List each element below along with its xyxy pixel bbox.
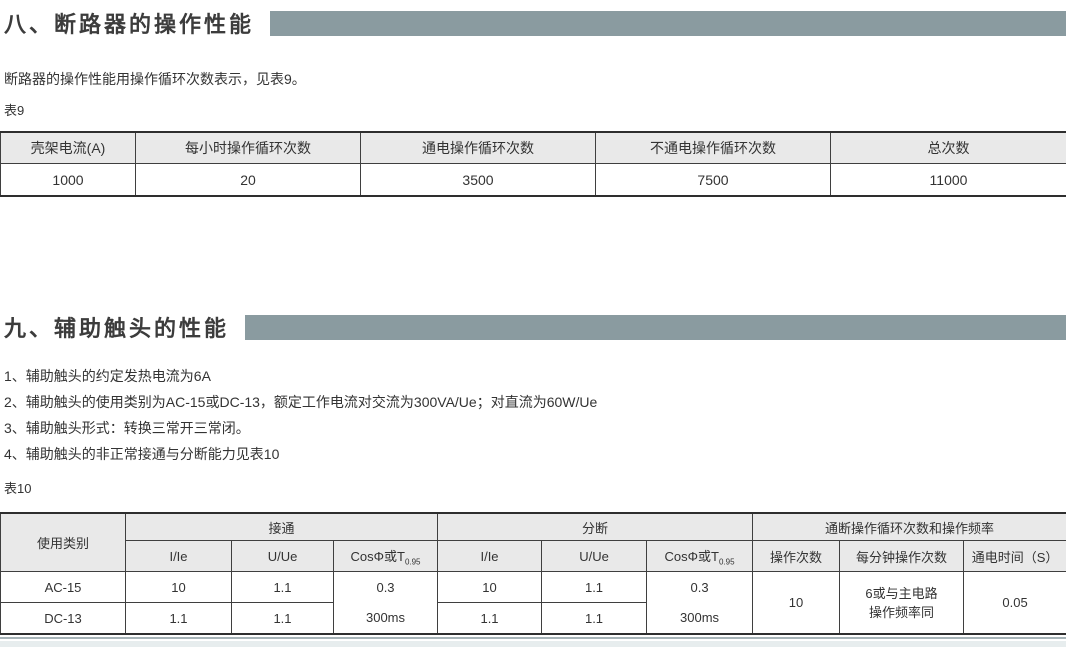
table-10: 使用类别 接通 分断 通断操作循环次数和操作频率 I/Ie U/Ue CosΦ或… xyxy=(0,512,1066,635)
table-10-row-dc13: DC-13 1.1 1.1 1.1 1.1 xyxy=(0,602,1066,635)
usage-class-cell: DC-13 xyxy=(0,602,126,635)
table-9-header: 不通电操作循环次数 xyxy=(595,131,831,164)
table-9-header: 总次数 xyxy=(830,131,1066,164)
table-10-subheader-per-min: 每分钟操作次数 xyxy=(839,540,965,572)
list-item: 3、辅助触头形式：转换三常开三常闭。 xyxy=(4,420,250,436)
on-time-cell: 0.05 xyxy=(963,571,1066,635)
table-9: 壳架电流(A) 每小时操作循环次数 通电操作循环次数 不通电操作循环次数 总次数… xyxy=(0,131,1066,197)
ops-count-cell: 10 xyxy=(752,571,841,635)
close-u-cell: 1.1 xyxy=(231,571,334,603)
table-9-cell: 1000 xyxy=(0,163,136,197)
table-10-subheader-on-time: 通电时间（S） xyxy=(963,540,1066,572)
table-9-header-row: 壳架电流(A) 每小时操作循环次数 通电操作循环次数 不通电操作循环次数 总次数 xyxy=(0,131,1066,164)
table-9-cell: 20 xyxy=(135,163,361,197)
section-9-header: 九、辅助触头的性能 xyxy=(0,311,1066,343)
close-u-cell: 1.1 xyxy=(231,602,334,635)
table-10-subheader-u-ue: U/Ue xyxy=(541,540,648,572)
table-10-label: 表10 xyxy=(4,481,32,496)
section-8-title: 八、断路器的操作性能 xyxy=(4,12,255,37)
table-10-row-ac15: AC-15 10 1.1 0.3 300ms 10 1.1 0.3 300ms … xyxy=(0,571,1066,635)
close-i-cell: 10 xyxy=(125,571,232,603)
section-9-list: 1、辅助触头的约定发热电流为6A 2、辅助触头的使用类别为AC-15或DC-13… xyxy=(0,363,1066,467)
usage-class-cell: AC-15 xyxy=(0,571,126,603)
footer-band xyxy=(0,641,1066,647)
list-item: 4、辅助触头的非正常接通与分断能力见表10 xyxy=(4,446,280,462)
table-9-header: 每小时操作循环次数 xyxy=(135,131,361,164)
table-9-label: 表9 xyxy=(4,103,25,118)
table-10-subheader-ops: 操作次数 xyxy=(752,540,841,572)
close-cos-merged-cell: 0.3 300ms xyxy=(332,571,439,635)
table-9-data-row: 1000 20 3500 7500 11000 xyxy=(0,163,1066,197)
section-9-title: 九、辅助触头的性能 xyxy=(4,316,230,341)
table-9-cell: 7500 xyxy=(595,163,831,197)
table-10-subheader-i-ie: I/Ie xyxy=(437,540,543,572)
section-8-intro: 断路器的操作性能用操作循环次数表示，见表9。 xyxy=(4,71,306,87)
break-u-cell: 1.1 xyxy=(541,602,648,635)
table-10-group-header-row: 使用类别 接通 分断 通断操作循环次数和操作频率 xyxy=(0,512,1066,572)
table-10-subheader-u-ue: U/Ue xyxy=(231,540,334,572)
list-item: 1、辅助触头的约定发热电流为6A xyxy=(4,368,211,384)
table-10-usage-header: 使用类别 xyxy=(0,512,126,572)
section-8-header: 八、断路器的操作性能 xyxy=(0,0,1066,39)
table-10-group-freq: 通断操作循环次数和操作频率 xyxy=(752,512,1066,541)
table-10-subheader-cos: CosΦ或T0.95 xyxy=(646,540,754,572)
table-10-group-close: 接通 xyxy=(124,512,439,541)
table-9-header: 壳架电流(A) xyxy=(0,131,136,164)
table-10-sub-header-row: I/Ie U/Ue CosΦ或T0.95 I/Ie U/Ue CosΦ或T0.9… xyxy=(1,540,1066,572)
table-9-cell: 3500 xyxy=(360,163,596,197)
table-10-group-break: 分断 xyxy=(437,512,754,541)
close-i-cell: 1.1 xyxy=(125,602,232,635)
table-9-header: 通电操作循环次数 xyxy=(360,131,596,164)
table-10-subheader-cos: CosΦ或T0.95 xyxy=(332,540,439,572)
break-i-cell: 10 xyxy=(437,571,543,603)
break-u-cell: 1.1 xyxy=(541,571,648,603)
per-min-cell: 6或与主电路 操作频率同 xyxy=(839,571,965,635)
section-9-accent-bar xyxy=(245,314,1066,340)
list-item: 2、辅助触头的使用类别为AC-15或DC-13，额定工作电流对交流为300VA/… xyxy=(4,394,598,410)
table-10-subheader-i-ie: I/Ie xyxy=(125,540,232,572)
table-9-cell: 11000 xyxy=(830,163,1066,197)
break-cos-merged-cell: 0.3 300ms xyxy=(646,571,754,635)
footer-rule xyxy=(0,637,1066,639)
break-i-cell: 1.1 xyxy=(437,602,543,635)
section-8-accent-bar xyxy=(270,10,1066,36)
